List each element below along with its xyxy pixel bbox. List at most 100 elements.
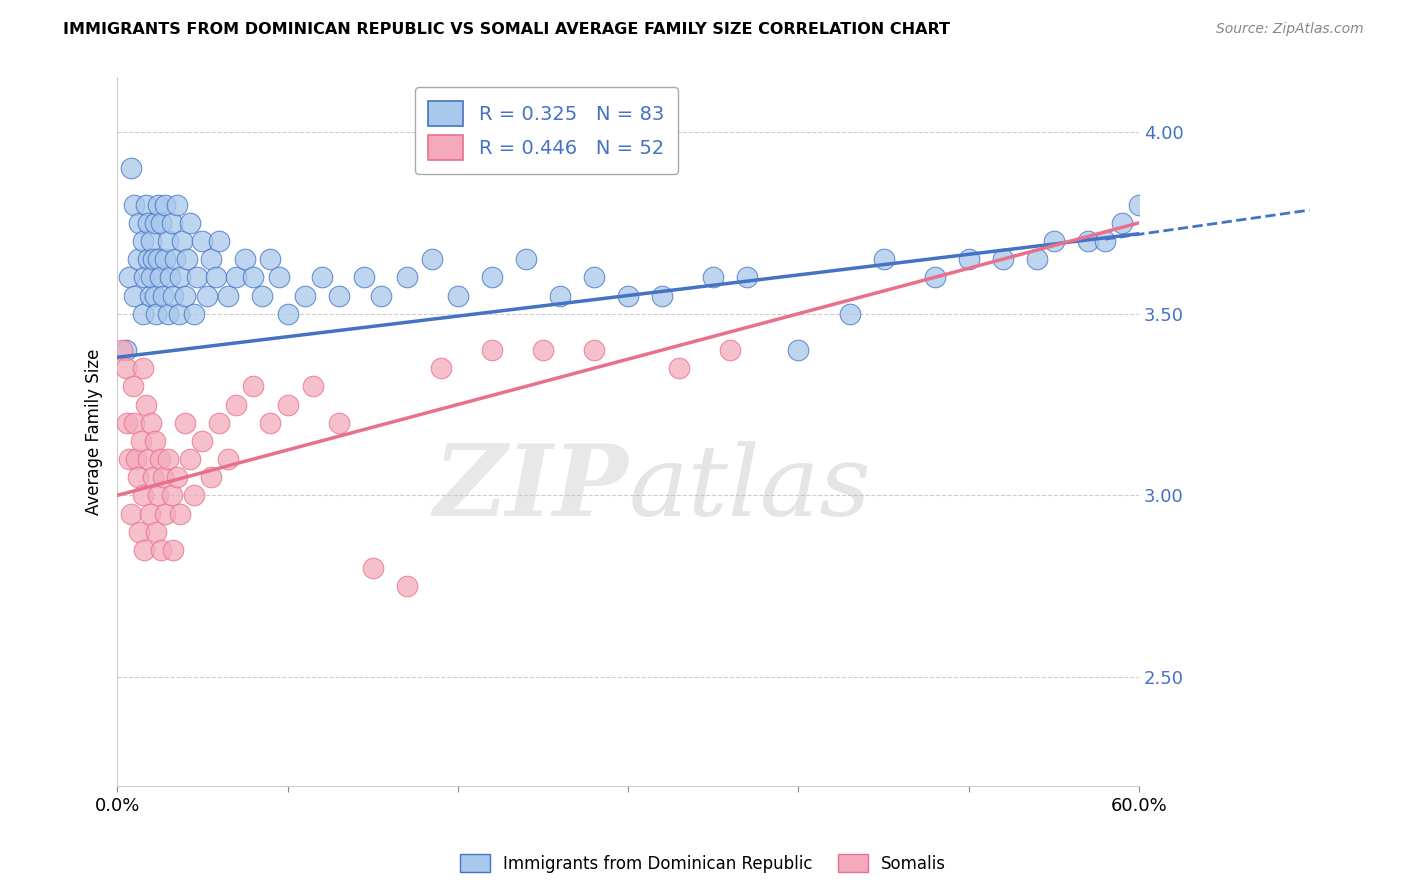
Point xyxy=(395,579,418,593)
Point xyxy=(128,216,150,230)
Point xyxy=(143,216,166,230)
Point xyxy=(787,343,810,357)
Point xyxy=(142,252,165,267)
Point xyxy=(153,252,176,267)
Point xyxy=(267,270,290,285)
Point xyxy=(259,252,281,267)
Point xyxy=(174,416,197,430)
Point xyxy=(162,288,184,302)
Point xyxy=(1077,234,1099,248)
Point xyxy=(328,416,350,430)
Point xyxy=(217,452,239,467)
Point xyxy=(150,542,173,557)
Point xyxy=(183,307,205,321)
Point xyxy=(276,398,298,412)
Point xyxy=(166,197,188,211)
Point xyxy=(135,398,157,412)
Point xyxy=(166,470,188,484)
Y-axis label: Average Family Size: Average Family Size xyxy=(86,349,103,515)
Point xyxy=(146,252,169,267)
Point xyxy=(924,270,946,285)
Point xyxy=(127,470,149,484)
Point xyxy=(157,234,180,248)
Point xyxy=(481,270,503,285)
Point xyxy=(127,252,149,267)
Point xyxy=(1043,234,1066,248)
Point xyxy=(149,452,172,467)
Legend: R = 0.325   N = 83, R = 0.446   N = 52: R = 0.325 N = 83, R = 0.446 N = 52 xyxy=(415,87,678,174)
Point xyxy=(991,252,1014,267)
Point xyxy=(160,488,183,502)
Point xyxy=(200,470,222,484)
Point xyxy=(114,361,136,376)
Point xyxy=(311,270,333,285)
Text: Source: ZipAtlas.com: Source: ZipAtlas.com xyxy=(1216,22,1364,37)
Point xyxy=(118,452,141,467)
Point xyxy=(276,307,298,321)
Point xyxy=(167,307,190,321)
Point xyxy=(191,434,214,448)
Point xyxy=(302,379,325,393)
Point xyxy=(165,252,187,267)
Point xyxy=(169,507,191,521)
Point xyxy=(136,252,159,267)
Point xyxy=(957,252,980,267)
Point xyxy=(294,288,316,302)
Point xyxy=(146,197,169,211)
Point xyxy=(143,288,166,302)
Point xyxy=(141,416,163,430)
Point xyxy=(174,288,197,302)
Point xyxy=(160,216,183,230)
Point xyxy=(157,452,180,467)
Text: IMMIGRANTS FROM DOMINICAN REPUBLIC VS SOMALI AVERAGE FAMILY SIZE CORRELATION CHA: IMMIGRANTS FROM DOMINICAN REPUBLIC VS SO… xyxy=(63,22,950,37)
Point xyxy=(361,561,384,575)
Point xyxy=(138,288,160,302)
Point xyxy=(205,270,228,285)
Point xyxy=(136,216,159,230)
Point xyxy=(141,270,163,285)
Point xyxy=(176,252,198,267)
Point xyxy=(150,216,173,230)
Point xyxy=(146,488,169,502)
Point xyxy=(134,270,156,285)
Point xyxy=(447,288,470,302)
Point xyxy=(197,288,219,302)
Point xyxy=(170,234,193,248)
Text: ZIP: ZIP xyxy=(433,441,628,537)
Point xyxy=(420,252,443,267)
Point xyxy=(838,307,860,321)
Point xyxy=(128,524,150,539)
Point xyxy=(120,507,142,521)
Point xyxy=(149,270,172,285)
Point xyxy=(145,524,167,539)
Point xyxy=(121,379,143,393)
Point xyxy=(191,234,214,248)
Point xyxy=(111,343,134,357)
Point xyxy=(169,270,191,285)
Point xyxy=(120,161,142,176)
Point xyxy=(159,270,181,285)
Point xyxy=(617,288,640,302)
Point xyxy=(152,470,174,484)
Point xyxy=(1111,216,1133,230)
Point xyxy=(233,252,256,267)
Point xyxy=(208,416,231,430)
Legend: Immigrants from Dominican Republic, Somalis: Immigrants from Dominican Republic, Soma… xyxy=(453,847,953,880)
Point xyxy=(153,507,176,521)
Point xyxy=(583,343,606,357)
Text: atlas: atlas xyxy=(628,441,870,536)
Point xyxy=(583,270,606,285)
Point xyxy=(134,542,156,557)
Point xyxy=(225,398,247,412)
Point xyxy=(328,288,350,302)
Point xyxy=(718,343,741,357)
Point xyxy=(242,379,264,393)
Point xyxy=(1025,252,1047,267)
Point xyxy=(132,488,155,502)
Point xyxy=(122,197,145,211)
Point xyxy=(395,270,418,285)
Point xyxy=(132,234,155,248)
Point xyxy=(129,434,152,448)
Point xyxy=(186,270,208,285)
Point xyxy=(125,452,148,467)
